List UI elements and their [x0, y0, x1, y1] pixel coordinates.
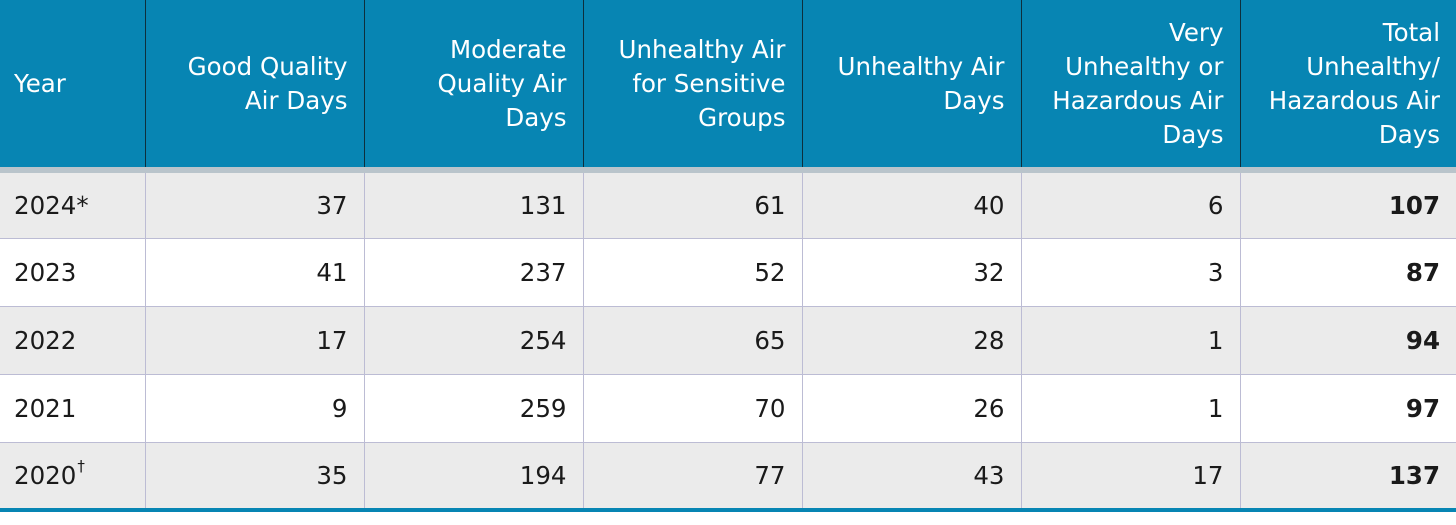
cell-very-unhealthy: 1	[1020, 374, 1240, 443]
table-header: Year Good Quality Air Days Moderate Qual…	[0, 0, 1456, 173]
cell-good: 17	[144, 306, 364, 375]
cell-moderate: 237	[363, 238, 583, 307]
table-row: 2022 17 254 65 28 1 94	[0, 306, 1456, 375]
cell-very-unhealthy: 6	[1020, 170, 1240, 239]
cell-very-unhealthy: 17	[1020, 442, 1240, 512]
cell-very-unhealthy: 3	[1020, 238, 1240, 307]
cell-unhealthy: 28	[801, 306, 1021, 375]
cell-year: 2020†	[0, 442, 145, 512]
air-quality-table: Year Good Quality Air Days Moderate Qual…	[0, 0, 1456, 512]
header-unhealthy: Unhealthy Air Days	[801, 0, 1021, 173]
table-row: 2023 41 237 52 32 3 87	[0, 238, 1456, 307]
cell-unhealthy: 26	[801, 374, 1021, 443]
cell-sensitive: 61	[582, 170, 802, 239]
cell-year: 2021	[0, 374, 145, 443]
cell-total: 94	[1239, 306, 1456, 375]
cell-year: 2023	[0, 238, 145, 307]
cell-moderate: 254	[363, 306, 583, 375]
cell-total: 137	[1239, 442, 1456, 512]
cell-year: 2022	[0, 306, 145, 375]
header-good-quality: Good Quality Air Days	[144, 0, 364, 173]
cell-total: 87	[1239, 238, 1456, 307]
cell-moderate: 131	[363, 170, 583, 239]
cell-unhealthy: 43	[801, 442, 1021, 512]
cell-sensitive: 52	[582, 238, 802, 307]
cell-moderate: 259	[363, 374, 583, 443]
table-row: 2024* 37 131 61 40 6 107	[0, 170, 1456, 239]
footnote-mark: †	[77, 456, 85, 475]
cell-sensitive: 77	[582, 442, 802, 512]
header-year: Year	[0, 0, 145, 173]
header-total: Total Unhealthy/ Hazardous Air Days	[1239, 0, 1456, 173]
header-moderate-quality: Moderate Quality Air Days	[363, 0, 583, 173]
header-row: Year Good Quality Air Days Moderate Qual…	[0, 0, 1456, 173]
table-row: 2021 9 259 70 26 1 97	[0, 374, 1456, 443]
cell-sensitive: 65	[582, 306, 802, 375]
cell-year: 2024*	[0, 170, 145, 239]
cell-good: 41	[144, 238, 364, 307]
cell-moderate: 194	[363, 442, 583, 512]
cell-unhealthy: 32	[801, 238, 1021, 307]
header-unhealthy-sensitive: Unhealthy Air for Sensitive Groups	[582, 0, 802, 173]
cell-sensitive: 70	[582, 374, 802, 443]
cell-very-unhealthy: 1	[1020, 306, 1240, 375]
cell-total: 97	[1239, 374, 1456, 443]
cell-total: 107	[1239, 170, 1456, 239]
cell-good: 9	[144, 374, 364, 443]
header-very-unhealthy: Very Unhealthy or Hazardous Air Days	[1020, 0, 1240, 173]
table-body: 2024* 37 131 61 40 6 107 2023 41 237 52 …	[0, 170, 1456, 512]
cell-good: 37	[144, 170, 364, 239]
cell-good: 35	[144, 442, 364, 512]
cell-unhealthy: 40	[801, 170, 1021, 239]
table-row: 2020† 35 194 77 43 17 137	[0, 442, 1456, 512]
